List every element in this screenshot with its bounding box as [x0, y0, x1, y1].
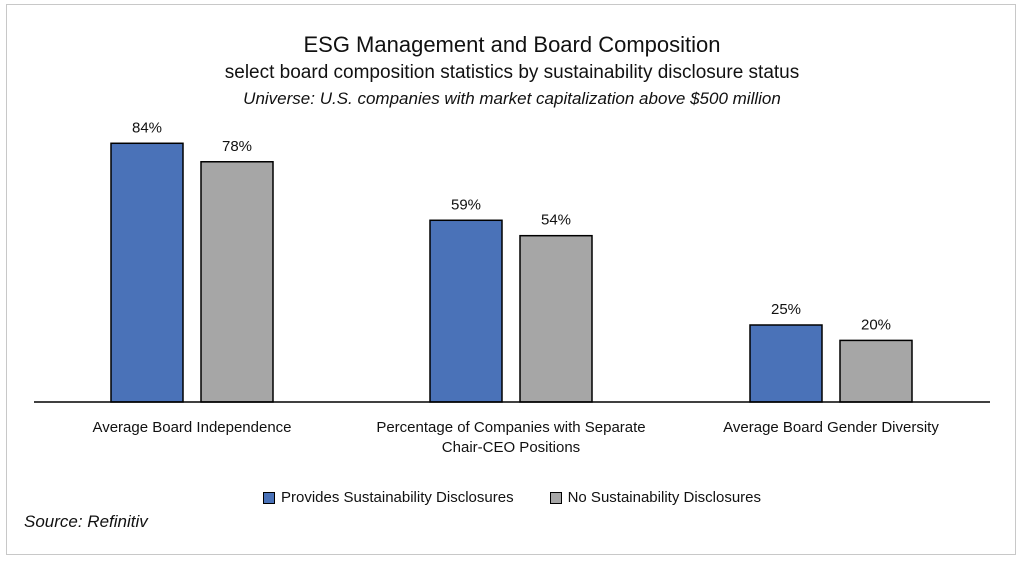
data-label-disclosures-2: 25%: [771, 301, 801, 318]
category-label-1-line-0: Percentage of Companies with Separate: [376, 419, 645, 436]
data-label-no-disclosures-1: 54%: [541, 212, 571, 229]
chart-subtitle: select board composition statistics by s…: [224, 62, 800, 83]
chart-frame: [6, 4, 1016, 555]
bar-no-disclosures-2: [839, 339, 913, 403]
data-label-no-disclosures-2: 20%: [861, 316, 891, 333]
bar-disclosures-1: [429, 219, 503, 403]
bar-disclosures-0: [110, 142, 184, 403]
legend-label-no-disclosures: No Sustainability Disclosures: [567, 489, 762, 506]
bar-disclosures-2: [749, 324, 823, 403]
legend-swatch-disclosures: [262, 491, 275, 504]
data-label-disclosures-1: 59%: [451, 196, 481, 213]
data-label-disclosures-0: 84%: [132, 119, 162, 136]
chart-universe-note: Universe: U.S. companies with market cap…: [243, 89, 781, 108]
data-label-no-disclosures-0: 78%: [222, 138, 252, 155]
category-label-2-line-0: Average Board Gender Diversity: [723, 419, 939, 436]
legend-swatch-no-disclosures: [549, 491, 562, 504]
bar-no-disclosures-1: [519, 234, 593, 403]
chart-title: ESG Management and Board Composition: [303, 32, 721, 57]
chart-source: Source: Refinitiv: [24, 512, 148, 531]
legend-item-disclosures: Provides Sustainability Disclosures: [262, 489, 514, 506]
legend-item-no-disclosures: No Sustainability Disclosures: [549, 489, 762, 506]
category-label-1-line-1: Chair-CEO Positions: [442, 439, 580, 456]
legend-label-disclosures: Provides Sustainability Disclosures: [280, 489, 514, 506]
category-label-0-line-0: Average Board Independence: [92, 419, 291, 436]
bar-no-disclosures-0: [200, 161, 274, 403]
chart-legend: Provides Sustainability Disclosures No S…: [0, 489, 1024, 506]
